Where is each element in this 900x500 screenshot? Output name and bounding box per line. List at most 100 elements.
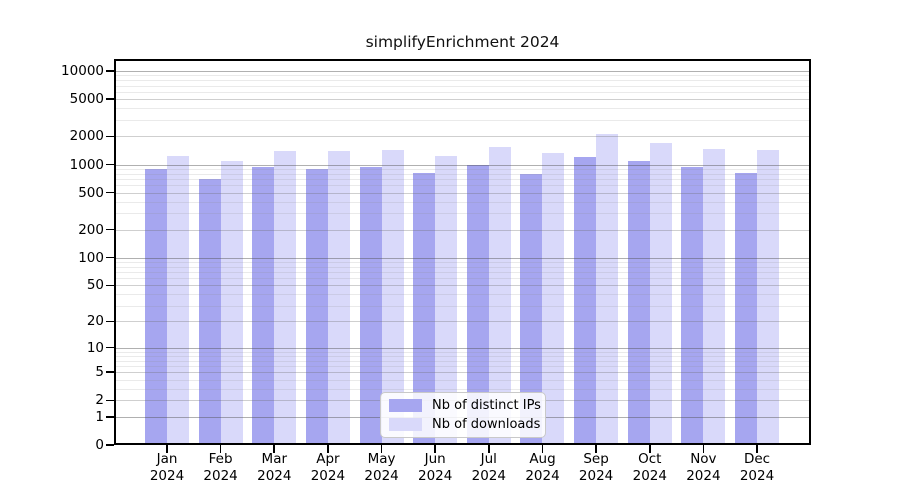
bar-downloads-oct-2024: [649, 142, 672, 445]
legend-label-downloads: Nb of downloads: [432, 417, 541, 433]
gridline-5000: [114, 99, 811, 101]
y-tick-label-1000: 1000: [69, 156, 104, 173]
x-tick-label-jun: Jun 2024: [418, 451, 453, 484]
y-tickmark-10000: [106, 70, 114, 72]
y-tick-label-5000: 5000: [69, 91, 104, 108]
gridline-50: [114, 285, 811, 287]
bar-distinct-ips-jul-2024: [466, 164, 489, 445]
gridline-4000: [114, 108, 811, 110]
gridline-80: [114, 266, 811, 268]
y-tickmark-200: [106, 228, 114, 231]
gridline-10: [114, 347, 811, 349]
bar-distinct-ips-oct-2024: [627, 160, 650, 445]
gridline-3000: [114, 119, 811, 121]
y-tick-label-2000: 2000: [69, 128, 104, 145]
x-tickmark-aug: [541, 445, 544, 453]
x-tickmark-mar: [273, 445, 276, 453]
gridline-1000: [114, 164, 811, 166]
x-tickmark-dec: [756, 445, 758, 453]
gridline-70: [114, 271, 811, 273]
x-tickmark-nov: [702, 445, 705, 453]
gridline-40: [114, 294, 811, 296]
y-tick-label-20: 20: [86, 313, 104, 330]
x-axis-labels: Jan 2024 Feb 2024 Mar 2024 Apr 2024 May 2024…: [0, 451, 900, 491]
gridline-3: [114, 388, 811, 390]
y-tick-label-200: 200: [78, 221, 104, 238]
x-tick-label-jan: Jan 2024: [149, 451, 185, 484]
gridline-90: [114, 261, 811, 263]
bar-distinct-ips-aug-2024: [520, 173, 543, 445]
bar-downloads-jul-2024: [488, 146, 511, 445]
x-tick-label-oct: Oct 2024: [632, 451, 667, 484]
x-tickmark-sep: [595, 445, 597, 453]
y-tickmark-10: [106, 346, 114, 349]
x-tickmark-oct: [648, 445, 651, 453]
y-tick-label-50: 50: [86, 277, 104, 294]
bar-distinct-ips-jan-2024: [145, 168, 167, 445]
bar-distinct-ips-apr-2024: [305, 168, 328, 445]
bar-downloads-mar-2024: [274, 150, 297, 445]
x-tick-label-may: May 2024: [364, 451, 399, 484]
gridline-900: [114, 168, 811, 170]
legend-swatch-downloads-icon: [389, 418, 422, 432]
bar-downloads-may-2024: [381, 149, 404, 445]
y-tick-label-500: 500: [78, 184, 104, 201]
bar-downloads-apr-2024: [327, 150, 350, 445]
gridline-6000: [114, 91, 811, 93]
bar-downloads-jun-2024: [435, 155, 458, 445]
gridline-300: [114, 213, 811, 215]
x-tickmark-jul: [488, 445, 490, 453]
x-tick-label-aug: Aug 2024: [525, 451, 560, 484]
x-tick-label-jul: Jul 2024: [471, 451, 506, 484]
y-tickmark-50: [106, 284, 114, 287]
y-tick-label-2: 2: [95, 392, 104, 409]
bar-downloads-aug-2024: [542, 152, 565, 445]
x-tick-label-nov: Nov 2024: [686, 451, 721, 484]
gridline-4: [114, 379, 811, 381]
x-tickmark-feb: [219, 445, 222, 453]
y-tickmark-1: [106, 416, 114, 418]
y-tickmark-100: [106, 256, 114, 259]
x-tickmark-jun: [434, 445, 436, 453]
gridline-700: [114, 178, 811, 180]
gridline-8: [114, 355, 811, 357]
bar-distinct-ips-sep-2024: [574, 157, 597, 445]
gridline-30: [114, 305, 811, 307]
x-tick-label-mar: Mar 2024: [257, 451, 292, 484]
gridline-200: [114, 229, 811, 231]
gridline-800: [114, 173, 811, 175]
x-tick-label-apr: Apr 2024: [310, 451, 346, 484]
bar-downloads-feb-2024: [220, 160, 243, 445]
gridline-9000: [114, 75, 811, 77]
x-tick-label-sep: Sep 2024: [578, 451, 614, 484]
gridline-7: [114, 360, 811, 362]
x-tickmark-jan: [166, 445, 168, 453]
bar-distinct-ips-jun-2024: [413, 172, 436, 445]
y-tick-label-10000: 10000: [61, 63, 104, 79]
bar-downloads-dec-2024: [757, 149, 780, 445]
gridline-10000: [114, 71, 811, 72]
y-tick-label-1: 1: [95, 408, 104, 425]
x-tickmark-apr: [327, 445, 329, 453]
gridline-400: [114, 201, 811, 203]
bar-downloads-sep-2024: [596, 133, 619, 445]
legend-swatch-distinct-ips-icon: [389, 398, 422, 412]
y-tickmark-2000: [106, 135, 114, 138]
x-tick-label-feb: Feb 2024: [203, 451, 238, 484]
y-tick-label-100: 100: [78, 249, 104, 266]
x-tickmark-may: [380, 445, 383, 453]
y-tickmark-5: [106, 371, 114, 374]
y-tick-label-5: 5: [95, 364, 104, 381]
gridline-9: [114, 351, 811, 353]
y-tickmark-500: [106, 191, 114, 194]
y-tickmark-0: [106, 444, 114, 446]
gridline-7000: [114, 85, 811, 87]
y-tickmark-5000: [106, 98, 114, 100]
bar-downloads-nov-2024: [703, 148, 726, 445]
legend: Nb of distinct IPs Nb of downloads: [380, 392, 546, 438]
plot-area: Nb of distinct IPs Nb of downloads: [106, 59, 811, 453]
y-tickmark-1000: [106, 163, 114, 166]
bar-distinct-ips-mar-2024: [252, 166, 275, 445]
bar-distinct-ips-dec-2024: [735, 172, 758, 445]
